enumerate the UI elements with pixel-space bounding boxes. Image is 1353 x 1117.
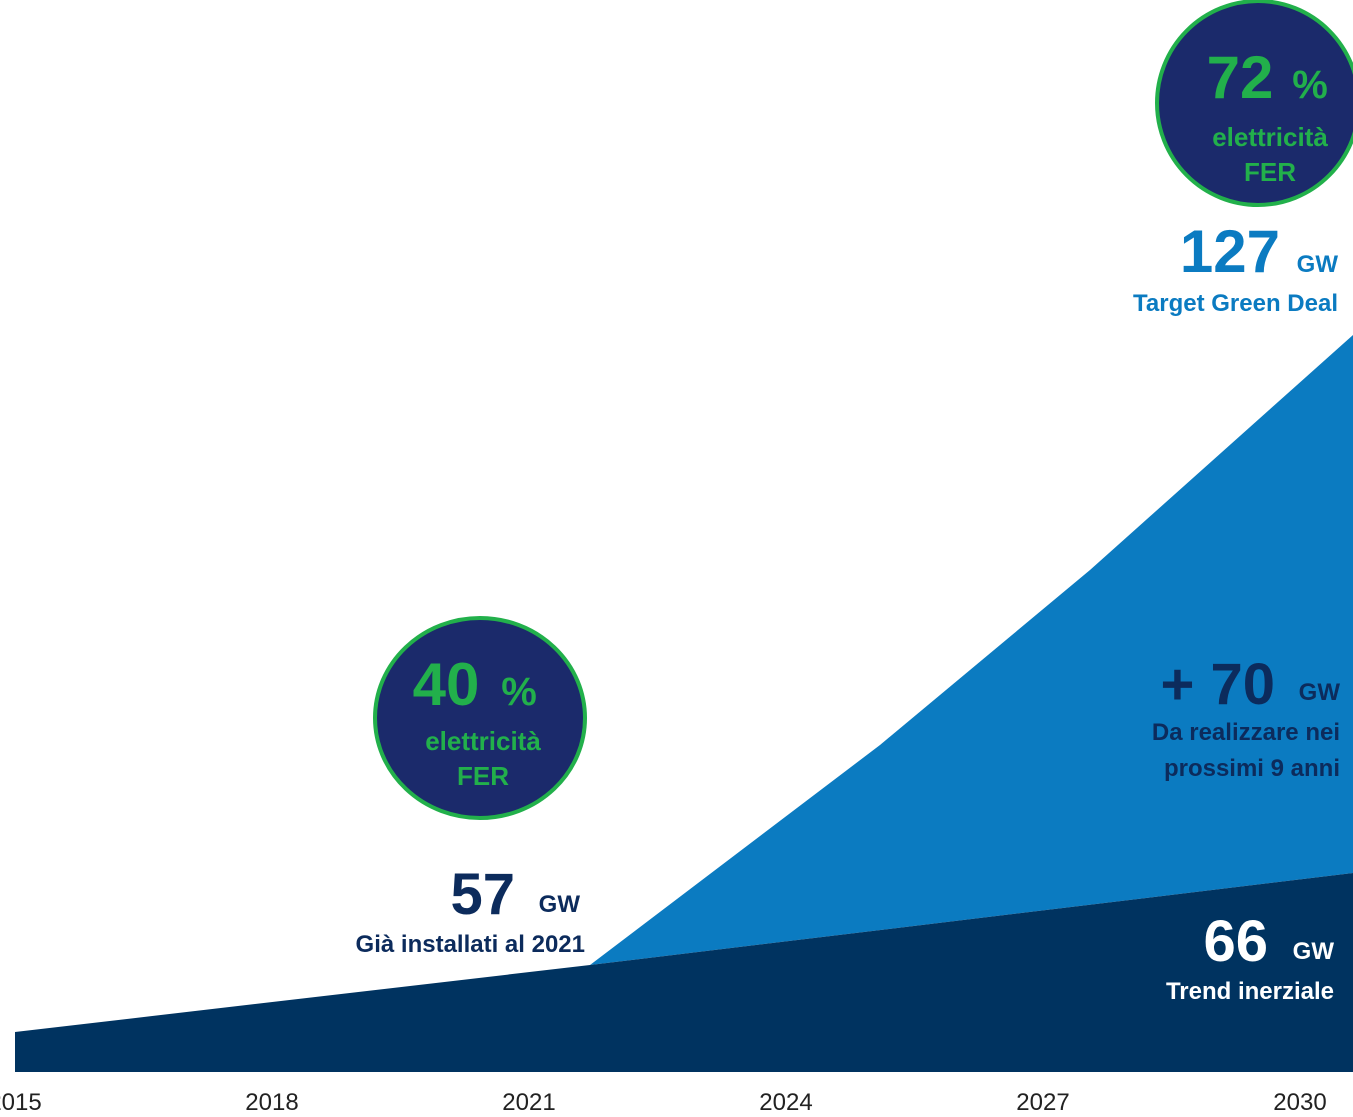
label-caption: Trend inerziale [1166,978,1334,1005]
label-caption: Già installati al 2021 [356,931,585,958]
label-delta: + 70 GW Da realizzare nei prossimi 9 ann… [1152,652,1340,782]
x-axis: 2015 2018 2021 2024 2027 2030 [0,1089,1327,1116]
circle-value: 40 [413,651,480,718]
label-unit: GW [1297,251,1339,278]
trend-area [15,873,1353,1072]
circle-unit: % [501,670,537,714]
x-tick-label: 2024 [759,1089,812,1116]
label-unit: GW [539,891,581,918]
x-tick-label: 2018 [245,1089,298,1116]
circle-2021: 40 % elettricità FER [373,616,587,820]
circle [373,616,587,820]
label-value: 66 [1203,909,1268,974]
circle-2030: 72 % elettricità FER [1155,0,1353,207]
circle-line: elettricità [425,726,541,756]
x-tick-label: 2021 [502,1089,555,1116]
label-caption: prossimi 9 anni [1164,755,1340,782]
circle-line: elettricità [1212,122,1328,152]
target-area [590,335,1353,965]
circle-line: FER [1244,157,1296,187]
label-caption: Da realizzare nei [1152,719,1340,746]
circle-value: 72 [1207,44,1274,111]
label-caption: Target Green Deal [1133,290,1338,317]
label-unit: GW [1293,938,1335,965]
x-tick-label: 2027 [1016,1089,1069,1116]
label-target: 127 GW Target Green Deal [1133,218,1338,317]
circle-unit: % [1292,63,1328,107]
label-unit: GW [1299,679,1341,706]
x-tick-label: 2030 [1273,1089,1326,1116]
circle-line: FER [457,761,509,791]
label-installed: 57 GW Già installati al 2021 [356,862,585,958]
label-value: 57 [450,862,515,927]
label-trend: 66 GW Trend inerziale [1166,909,1334,1005]
label-value: + 70 [1161,652,1276,717]
x-tick-label: 2015 [0,1089,42,1116]
circle [1155,0,1353,207]
label-value: 127 [1180,218,1280,285]
